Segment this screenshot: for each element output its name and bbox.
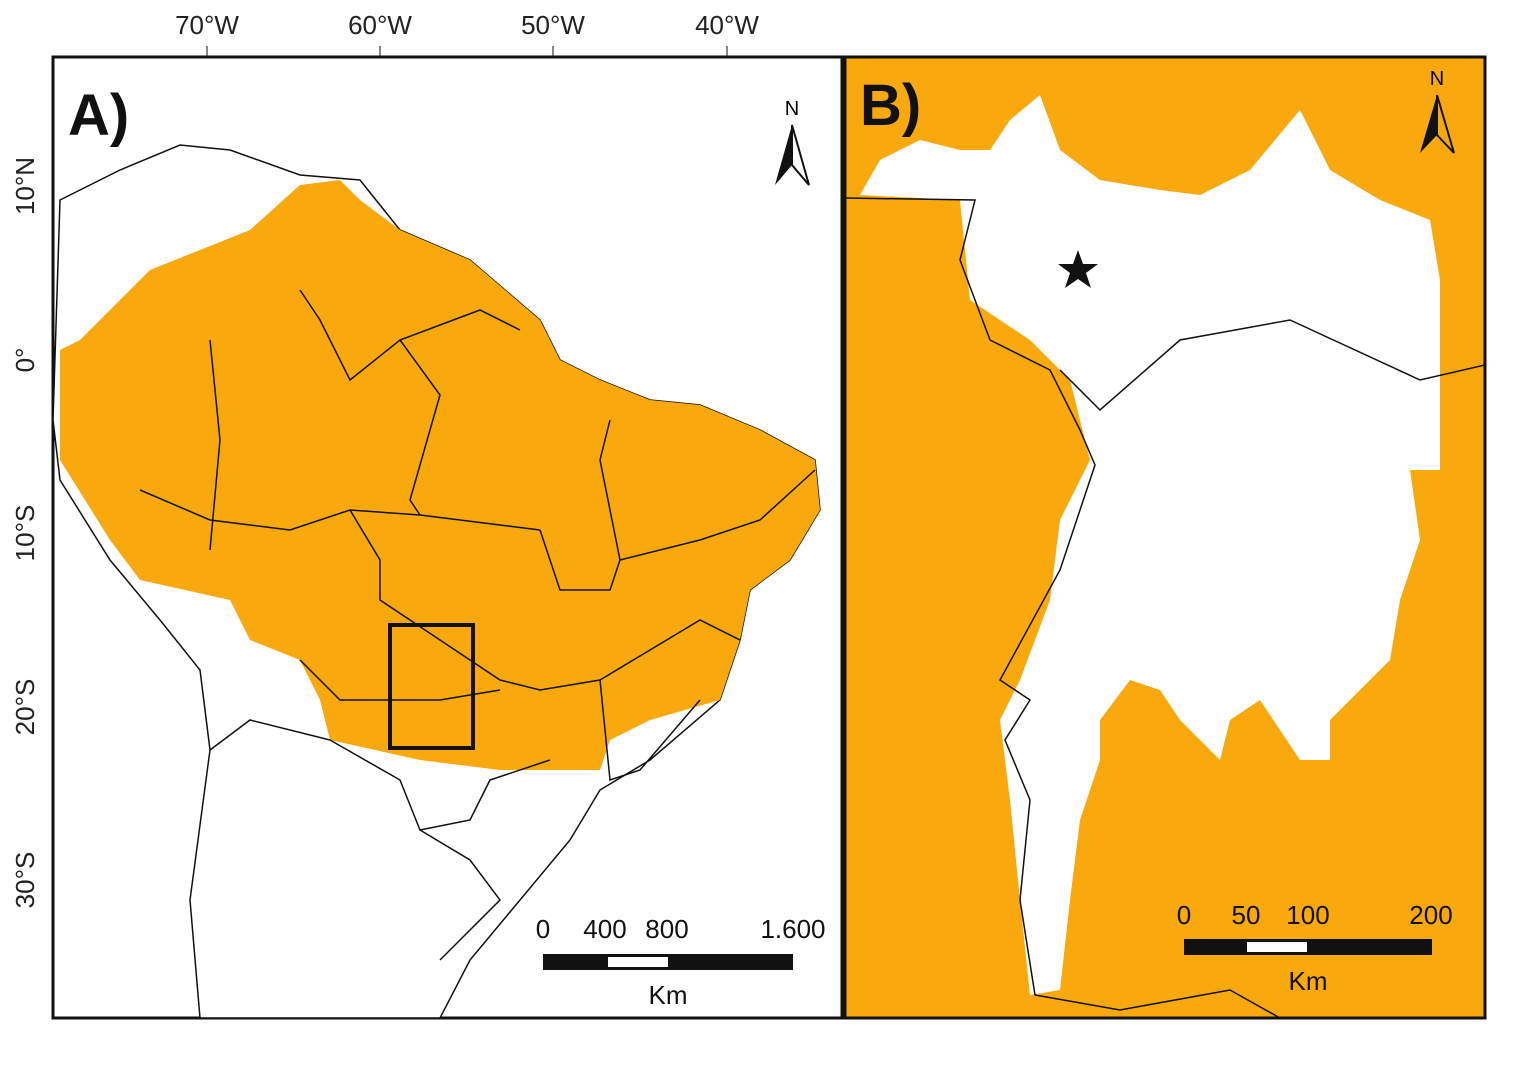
scale-tick: 400 (583, 914, 626, 944)
inset-extent-box (388, 623, 475, 750)
lon-tick-label: 60°W (348, 10, 412, 40)
north-arrow-icon (1420, 95, 1437, 153)
north-arrow-b: N (1420, 68, 1455, 154)
scale-tick: 200 (1409, 900, 1452, 930)
panel-a: A) 70°W 60°W 50°W 40°W 10°N 0° 10°S 20°S… (10, 10, 844, 1020)
scale-tick: 1.600 (760, 914, 825, 944)
non-habitat-area (860, 95, 1440, 995)
lat-tick-label: 10°S (10, 505, 40, 562)
lat-tick-label: 30°S (10, 852, 40, 909)
scale-tick: 50 (1232, 900, 1261, 930)
north-label: N (1430, 68, 1444, 90)
north-arrow-a: N (775, 98, 810, 186)
lon-tick-label: 50°W (521, 10, 585, 40)
habitat-area (60, 180, 820, 770)
star-icon (1058, 250, 1098, 288)
lon-tick-label: 40°W (695, 10, 759, 40)
lat-tick-label: 0° (10, 348, 40, 373)
latitude-tick-labels: 10°N 0° 10°S 20°S 30°S (10, 157, 40, 908)
north-arrow-icon (775, 125, 792, 185)
scale-tick: 0 (1177, 900, 1191, 930)
borders-and-rivers (845, 197, 1485, 1018)
lat-tick-label: 10°N (10, 157, 40, 215)
scale-tick: 0 (536, 914, 550, 944)
panel-a-label: A) (68, 83, 129, 148)
scale-bar-b: 0 50 100 200 Km (1177, 900, 1453, 996)
panel-b: B) N 0 50 100 200 Km (843, 55, 1487, 1020)
state-borders (139, 289, 816, 961)
scale-tick: 100 (1286, 900, 1329, 930)
scale-bar-a: 0 400 800 1.600 Km (536, 914, 826, 1010)
north-label: N (785, 98, 799, 120)
scale-unit: Km (1289, 966, 1328, 996)
longitude-tick-labels: 70°W 60°W 50°W 40°W (175, 10, 759, 57)
panel-b-label: B) (860, 73, 921, 138)
scale-tick: 800 (645, 914, 688, 944)
scale-unit: Km (649, 980, 688, 1010)
lat-tick-label: 20°S (10, 679, 40, 736)
lon-tick-label: 70°W (175, 10, 239, 40)
